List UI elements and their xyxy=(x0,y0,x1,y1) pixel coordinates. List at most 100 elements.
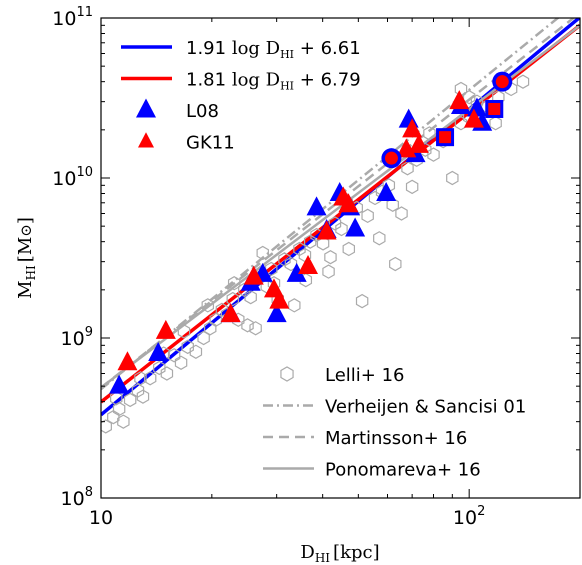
point-lelli-16-51 xyxy=(427,147,440,162)
point-lelli-16-33 xyxy=(303,234,317,249)
point-gk11-2 xyxy=(220,303,241,323)
legend-upper-entry-0: 1.91 log DHI + 6.61 xyxy=(121,38,361,61)
legend-upper: 1.91 log DHI + 6.61 1.81 log DHI + 6.79 L0… xyxy=(121,38,361,154)
legend-label: Martinsson+ 16 xyxy=(325,428,467,449)
point-lelli-16-41 xyxy=(355,293,369,309)
point-lelli-16-2 xyxy=(117,414,130,429)
point-lelli-16-79 xyxy=(489,116,502,131)
y-tick-label-0: 108 xyxy=(61,485,93,510)
point-lelli-16-4 xyxy=(123,392,137,408)
point-lelli-16-15 xyxy=(203,321,217,336)
point-lelli-16-70 xyxy=(241,318,254,333)
point-lelli-16-1 xyxy=(107,409,120,425)
point-l08-6 xyxy=(286,262,307,282)
legend-lower-entry-0: Lelli+ 16 xyxy=(280,365,405,386)
point-lelli-16-75 xyxy=(373,231,386,246)
point-lelli-16-11 xyxy=(174,355,188,370)
point-gk11-0 xyxy=(117,351,138,371)
legend-label: L08 xyxy=(186,101,219,122)
point-lelli-16-73 xyxy=(324,249,337,265)
point-gk11-11 xyxy=(402,118,423,138)
point-l08-5 xyxy=(266,303,287,323)
point-lelli-16-8 xyxy=(153,360,166,376)
point-lelli-16-65 xyxy=(201,298,215,313)
point-lelli-16-30 xyxy=(288,298,301,313)
point-gk11-3 xyxy=(243,265,264,285)
point-lelli-16-42 xyxy=(361,208,374,224)
point-red-circles-0 xyxy=(384,151,398,165)
point-lelli-16-26 xyxy=(265,261,278,277)
y-tick-label-2: 1010 xyxy=(52,165,93,190)
point-lelli-16-48 xyxy=(401,161,414,176)
point-gk11-13 xyxy=(449,90,470,110)
point-lelli-16-63 xyxy=(256,245,269,261)
data-points xyxy=(101,71,530,434)
legend-lower: Lelli+ 16 Verheijen & Sancisi 01 Martinsso… xyxy=(263,365,526,481)
point-l08-0 xyxy=(109,374,130,394)
point-l08-13 xyxy=(398,108,419,128)
point-lelli-16-38 xyxy=(335,221,348,237)
point-gk11-7 xyxy=(316,220,337,240)
legend-label: Lelli+ 16 xyxy=(325,365,405,386)
legend-upper-entry-2: L08 xyxy=(136,98,219,122)
legend-swatch-marker xyxy=(280,366,294,382)
point-lelli-16-46 xyxy=(389,256,402,272)
x-tick-label-0: 10 xyxy=(89,507,113,529)
point-lelli-16-76 xyxy=(386,197,399,212)
point-gk11-6 xyxy=(298,254,319,274)
point-lelli-16-13 xyxy=(189,344,203,359)
legend-swatch-marker xyxy=(138,132,154,148)
legend-label: GK11 xyxy=(186,133,235,154)
legend-label: 1.81 log DHI + 6.79 xyxy=(186,70,361,93)
point-lelli-16-7 xyxy=(143,371,157,386)
legend-label: 1.91 log DHI + 6.61 xyxy=(186,38,361,61)
legend-label: Ponomareva+ 16 xyxy=(325,460,481,481)
point-lelli-16-66 xyxy=(177,324,191,339)
point-gk11-5 xyxy=(269,289,290,309)
point-lelli-16-60 xyxy=(516,74,530,89)
point-lelli-16-68 xyxy=(134,371,147,386)
x-tick-label-1: 102 xyxy=(453,504,485,529)
point-lelli-16-5 xyxy=(131,383,145,398)
point-lelli-16-23 xyxy=(249,321,262,336)
point-gk11-1 xyxy=(155,319,176,339)
point-gk11-12 xyxy=(408,133,429,153)
tick-labels: 10 102 108 109 1010 1011 xyxy=(52,5,485,529)
legend-lower-entry-2: Martinsson+ 16 xyxy=(263,428,467,449)
point-lelli-16-12 xyxy=(181,339,194,355)
point-l08-16 xyxy=(466,97,487,117)
point-red-squares-0 xyxy=(439,131,452,144)
point-lelli-16-53 xyxy=(446,170,459,186)
point-gk11-14 xyxy=(463,108,484,128)
point-lelli-16-29 xyxy=(284,256,298,272)
legend-upper-entry-1: 1.81 log DHI + 6.79 xyxy=(121,70,361,93)
point-lelli-16-64 xyxy=(227,276,241,291)
x-axis-label: DHI [kpc] xyxy=(300,542,379,565)
point-lelli-16-77 xyxy=(405,179,419,195)
point-lelli-16-10 xyxy=(167,348,181,363)
point-lelli-16-35 xyxy=(316,236,330,251)
axis-ticks xyxy=(100,17,581,499)
legend-upper-entry-3: GK11 xyxy=(138,132,235,154)
point-lelli-16-9 xyxy=(160,366,174,381)
y-axis-label: MHI[M⊙] xyxy=(15,217,38,299)
point-lelli-16-47 xyxy=(395,206,408,221)
point-gk11-9 xyxy=(338,193,359,213)
point-red-circles-1 xyxy=(495,75,509,89)
legend-lower-entry-1: Verheijen & Sancisi 01 xyxy=(263,397,526,418)
point-lelli-16-6 xyxy=(136,389,150,404)
fit-lines xyxy=(101,18,580,417)
legend-label: Verheijen & Sancisi 01 xyxy=(325,397,526,418)
point-lelli-16-37 xyxy=(328,216,342,231)
point-lelli-16-54 xyxy=(454,116,468,131)
plot-frame xyxy=(100,17,581,499)
legend-lower-entry-3: Ponomareva+ 16 xyxy=(263,460,481,481)
point-red-squares-1 xyxy=(488,102,501,115)
point-lelli-16-22 xyxy=(244,289,257,305)
legend-swatch-marker xyxy=(136,98,156,118)
point-lelli-16-69 xyxy=(110,391,123,406)
point-lelli-16-19 xyxy=(226,291,240,307)
point-lelli-16-28 xyxy=(278,252,291,267)
y-tick-label-1: 109 xyxy=(61,325,93,350)
